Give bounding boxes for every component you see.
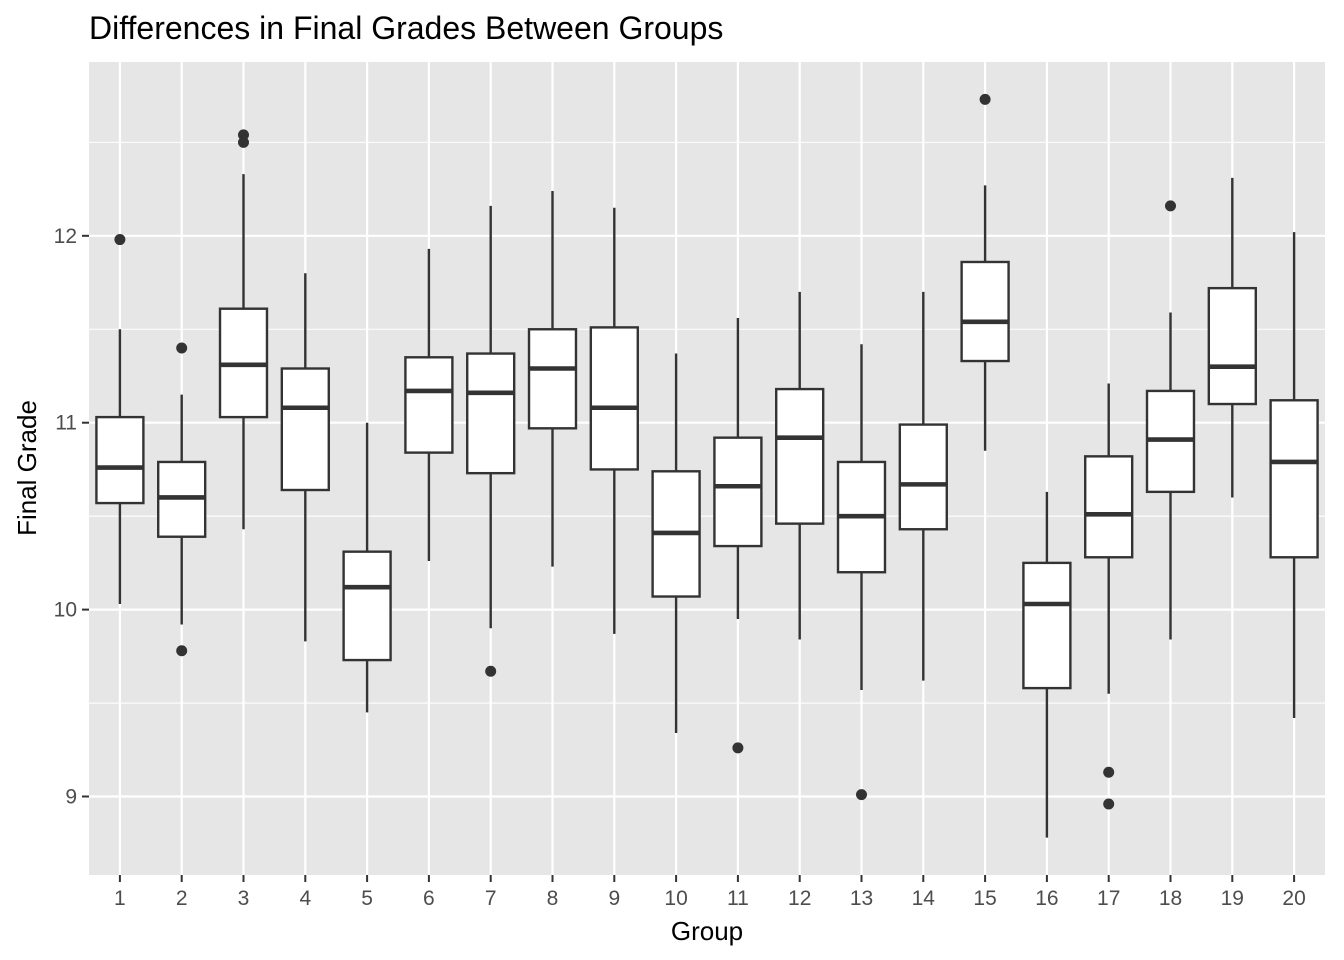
box-group-5 xyxy=(342,422,392,713)
box-group-20 xyxy=(1269,232,1319,719)
box-group-19 xyxy=(1207,177,1257,498)
outlier-point xyxy=(114,234,126,246)
box-group-6 xyxy=(404,248,454,562)
box-group-14 xyxy=(898,291,948,681)
box xyxy=(589,326,639,471)
box xyxy=(898,423,948,531)
box-group-12 xyxy=(775,291,825,640)
box-group-17 xyxy=(1084,383,1134,810)
outlier-point xyxy=(732,742,744,754)
box xyxy=(1022,561,1072,690)
box-group-2 xyxy=(157,342,207,657)
box xyxy=(775,387,825,525)
box xyxy=(713,436,763,548)
x-tick-label: 15 xyxy=(973,887,996,910)
box xyxy=(527,328,578,430)
x-tick-label: 3 xyxy=(238,887,250,910)
y-tick-label: 12 xyxy=(54,225,77,248)
x-tick-label: 13 xyxy=(850,887,873,910)
x-tick-label: 12 xyxy=(788,887,811,910)
box-group-10 xyxy=(651,353,701,733)
outlier-point xyxy=(176,645,188,657)
box-group-15 xyxy=(960,93,1010,451)
x-tick-label: 1 xyxy=(114,887,126,910)
x-tick-label: 7 xyxy=(485,887,497,910)
box xyxy=(1207,286,1257,406)
box xyxy=(960,260,1010,363)
x-tick-label: 11 xyxy=(727,887,749,910)
outlier-point xyxy=(1165,200,1176,212)
plot-panel xyxy=(89,62,1325,875)
box xyxy=(466,352,516,475)
y-axis: 9 10 11 12 xyxy=(54,225,89,809)
y-tick-label: 9 xyxy=(65,786,77,809)
box-group-3 xyxy=(218,129,269,530)
x-tick-label: 16 xyxy=(1035,887,1058,910)
box xyxy=(280,367,330,492)
outlier-point xyxy=(856,789,867,801)
box xyxy=(95,415,145,505)
outlier-point xyxy=(238,136,249,148)
box xyxy=(404,356,454,454)
x-axis: 1 2 3 4 5 6 7 8 9 10 11 12 13 14 15 16 17 18 19 20 xyxy=(114,875,1306,910)
box-group-1 xyxy=(95,234,145,604)
x-tick-label: 5 xyxy=(361,887,373,910)
box-group-11 xyxy=(713,318,763,754)
box xyxy=(1269,399,1319,559)
box-group-7 xyxy=(466,205,516,677)
outlier-point xyxy=(1103,766,1115,778)
x-tick-label: 10 xyxy=(664,887,687,910)
box-group-18 xyxy=(1145,200,1196,640)
outlier-point xyxy=(485,665,497,677)
box-group-9 xyxy=(589,207,639,634)
box-group-8 xyxy=(527,190,578,567)
x-tick-label: 4 xyxy=(299,887,311,910)
x-tick-label: 19 xyxy=(1221,887,1244,910)
boxes-layer xyxy=(95,93,1319,838)
x-tick-label: 18 xyxy=(1159,887,1182,910)
y-tick-label: 11 xyxy=(55,412,77,435)
outlier-point xyxy=(979,93,991,105)
box-group-16 xyxy=(1022,491,1072,838)
box xyxy=(1084,455,1134,559)
outlier-point xyxy=(1103,798,1115,810)
x-tick-label: 14 xyxy=(912,887,936,910)
x-axis-title: Group xyxy=(671,916,743,946)
box-group-4 xyxy=(280,273,330,642)
x-tick-label: 8 xyxy=(547,887,559,910)
x-tick-label: 2 xyxy=(176,887,188,910)
box-group-13 xyxy=(836,344,887,801)
x-tick-label: 20 xyxy=(1282,887,1305,910)
x-tick-label: 6 xyxy=(423,887,435,910)
chart-title: Differences in Final Grades Between Grou… xyxy=(89,10,723,46)
x-tick-label: 17 xyxy=(1097,887,1120,910)
box xyxy=(342,550,392,662)
x-tick-label: 9 xyxy=(608,887,620,910)
y-tick-label: 10 xyxy=(54,599,77,622)
y-axis-title: Final Grade xyxy=(12,400,42,536)
outlier-point xyxy=(176,342,188,354)
